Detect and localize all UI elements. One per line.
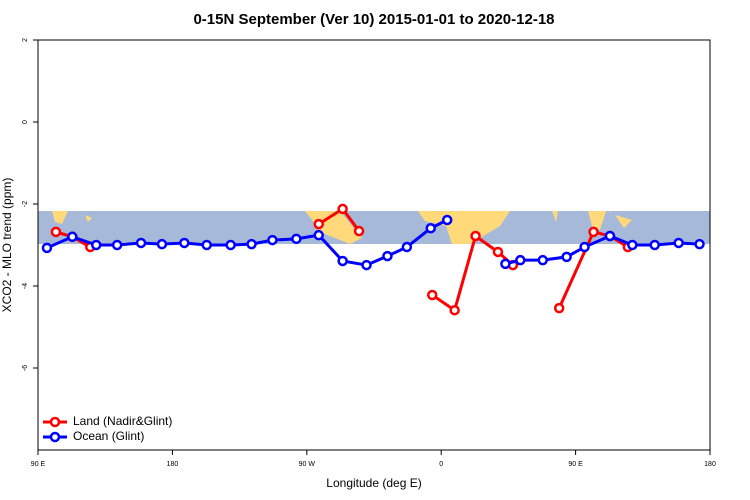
plot-frame — [37, 39, 711, 451]
data-point — [313, 229, 324, 241]
data-point — [41, 242, 53, 254]
data-point — [50, 226, 62, 238]
data-point — [401, 241, 413, 253]
x-tick-label: 180 — [167, 461, 179, 468]
data-point — [90, 239, 102, 251]
x-tick-label: 180 — [704, 461, 716, 468]
data-point — [627, 239, 638, 251]
y-tick-label: -4 — [22, 283, 29, 289]
data-point — [291, 233, 302, 245]
series-line — [505, 234, 700, 266]
data-point — [470, 230, 481, 242]
legend-label: Ocean (Glint) — [73, 429, 144, 443]
x-tick-label: 90 E — [31, 461, 46, 468]
data-point — [515, 254, 526, 266]
data-point — [492, 246, 504, 258]
chart-title: 0-15N September (Ver 10) 2015-01-01 to 2… — [193, 11, 554, 28]
data-point — [588, 226, 599, 238]
data-point — [135, 237, 147, 249]
data-point — [313, 218, 324, 230]
y-tick-label: 0 — [22, 120, 29, 124]
data-point — [382, 250, 393, 262]
data-point — [225, 239, 236, 251]
x-axis-label: Longitude (deg E) — [326, 476, 421, 490]
data-point — [246, 238, 257, 250]
data-point — [441, 214, 453, 226]
y-tick-label: -6 — [22, 365, 29, 371]
data-point — [111, 239, 123, 251]
data-point — [604, 230, 616, 242]
data-point — [361, 259, 372, 271]
series-line — [557, 230, 629, 309]
data-point — [649, 239, 660, 251]
data-point — [201, 239, 212, 251]
data-point — [156, 238, 168, 250]
x-tick-label: 0 — [439, 461, 443, 468]
x-tick-label: 90 E — [568, 461, 583, 468]
data-point — [179, 237, 190, 249]
data-point — [337, 203, 348, 215]
data-point — [353, 225, 365, 237]
y-tick-label: -2 — [22, 201, 29, 207]
data-point — [426, 289, 438, 301]
data-point — [673, 237, 684, 249]
data-point — [694, 238, 705, 250]
data-point — [449, 304, 460, 316]
x-tick-label: 90 W — [299, 461, 316, 468]
y-axis-label: XCO2 - MLO trend (ppm) — [0, 178, 14, 313]
data-point — [500, 258, 511, 270]
legend-label: Land (Nadir&Glint) — [73, 414, 172, 428]
data-point — [267, 234, 278, 246]
data-point — [337, 255, 348, 267]
legend-marker — [49, 431, 61, 443]
data-point — [553, 302, 565, 314]
legend-marker — [49, 416, 61, 428]
data-point — [537, 254, 548, 266]
y-tick-label: 2 — [22, 38, 29, 42]
series-line — [431, 233, 514, 313]
data-point — [67, 231, 78, 243]
data-point — [579, 241, 590, 253]
data-point — [561, 251, 572, 263]
data-point — [425, 222, 436, 234]
